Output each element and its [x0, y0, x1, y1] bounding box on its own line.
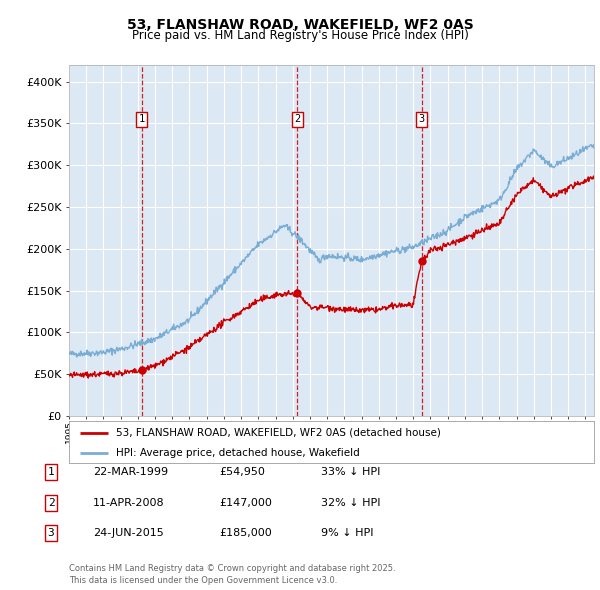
Text: 32% ↓ HPI: 32% ↓ HPI — [321, 498, 380, 507]
Text: 24-JUN-2015: 24-JUN-2015 — [93, 529, 164, 538]
Text: £147,000: £147,000 — [219, 498, 272, 507]
Text: HPI: Average price, detached house, Wakefield: HPI: Average price, detached house, Wake… — [116, 448, 360, 457]
Text: 11-APR-2008: 11-APR-2008 — [93, 498, 164, 507]
Text: 1: 1 — [47, 467, 55, 477]
Text: 53, FLANSHAW ROAD, WAKEFIELD, WF2 0AS: 53, FLANSHAW ROAD, WAKEFIELD, WF2 0AS — [127, 18, 473, 32]
Text: £54,950: £54,950 — [219, 467, 265, 477]
Text: 22-MAR-1999: 22-MAR-1999 — [93, 467, 168, 477]
Text: 33% ↓ HPI: 33% ↓ HPI — [321, 467, 380, 477]
Text: 3: 3 — [47, 529, 55, 538]
Text: 9% ↓ HPI: 9% ↓ HPI — [321, 529, 373, 538]
Text: Contains HM Land Registry data © Crown copyright and database right 2025.
This d: Contains HM Land Registry data © Crown c… — [69, 565, 395, 585]
Text: 53, FLANSHAW ROAD, WAKEFIELD, WF2 0AS (detached house): 53, FLANSHAW ROAD, WAKEFIELD, WF2 0AS (d… — [116, 428, 441, 438]
Text: Price paid vs. HM Land Registry's House Price Index (HPI): Price paid vs. HM Land Registry's House … — [131, 30, 469, 42]
Text: 2: 2 — [294, 114, 301, 124]
Text: 2: 2 — [47, 498, 55, 507]
Text: 1: 1 — [139, 114, 145, 124]
Text: £185,000: £185,000 — [219, 529, 272, 538]
Text: 3: 3 — [418, 114, 425, 124]
